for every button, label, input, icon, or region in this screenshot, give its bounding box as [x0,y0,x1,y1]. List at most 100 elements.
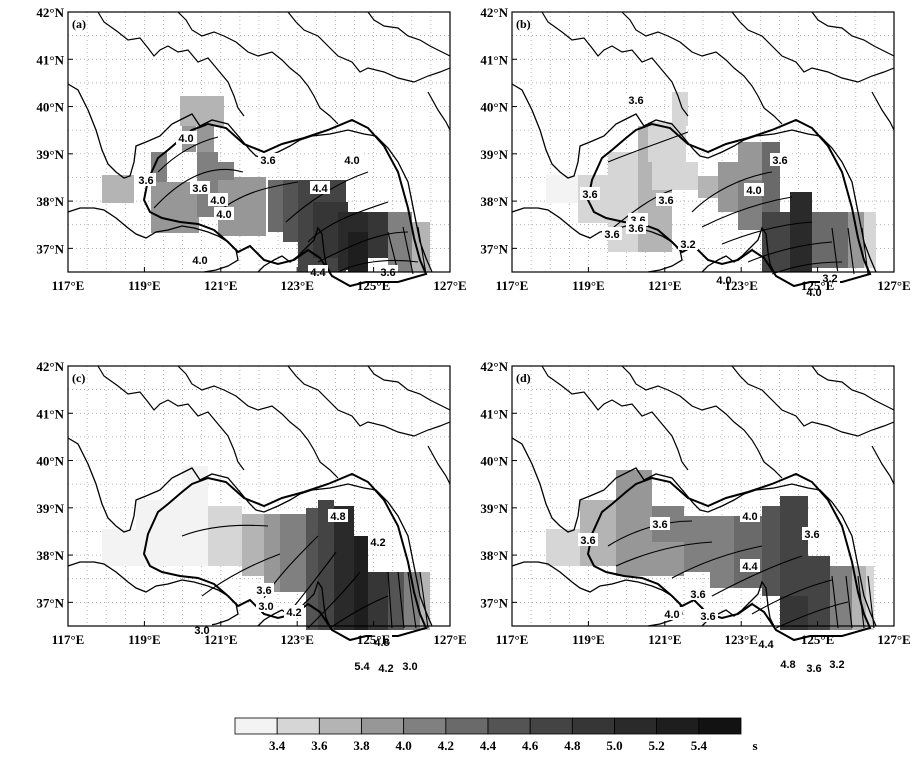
contour-label: 3.6 [254,583,274,597]
contour-label-text: 4.0 [742,511,757,523]
land-border [287,11,451,83]
contour-line [387,571,393,629]
y-tick-label: 38°N [480,548,508,563]
contour-label: 3.6 [626,93,646,107]
contour-label-bg [368,535,388,548]
contour-label-text: 4.0 [746,185,761,197]
panel-label: (a) [72,17,86,31]
contour-label-text: 3.2 [829,659,844,671]
contour-line [607,131,689,163]
wave-period-cell [280,514,306,592]
coastline-path [67,437,433,627]
land-border [621,365,783,479]
y-tick-label: 42°N [36,359,64,374]
wave-period-cell [864,212,876,268]
colorbar-swatch [445,717,489,735]
contour-line [307,201,389,243]
contour-line [329,595,389,629]
contour-label-bg [342,153,362,166]
contour-label-text: 4.2 [370,537,385,549]
contour-label: 3.6 [650,517,670,531]
wave-period-cell [388,212,412,272]
contour-label-text: 3.6 [380,267,395,279]
contour-line [157,136,219,173]
contour-label-text: 4.4 [758,639,774,651]
contour-label-text: 4.0 [664,609,679,621]
land-border [177,11,339,125]
contour-label-bg [802,527,822,540]
contour-line [201,553,281,597]
wave-period-cell [738,142,762,180]
contour-line [307,571,361,629]
contour-line [181,524,269,537]
coastline [511,11,895,288]
x-tick-label: 117°E [52,278,85,293]
y-tick-label: 37°N [480,241,508,256]
contour-label: 4.8 [778,657,798,671]
wave-period-cell [648,122,686,162]
contour-label-bg [214,207,234,220]
contour-label: 3.6 [258,153,278,167]
x-tick-label: 121°E [648,278,681,293]
x-tick-label: 117°E [496,278,529,293]
colorbar-swatch [403,717,447,735]
contour-label-bg [328,509,348,522]
colorbar-tick-label: 4.2 [438,738,454,753]
wave-period-cell [812,212,848,268]
contour-label-text: 4.0 [806,287,821,299]
x-tick-label: 125°E [357,278,390,293]
contour-label: 5.4 [352,659,372,673]
axis-ticks: 117°E 119°E 121°E 123°E 125°E 127°E 42°N 41°N 40… [480,5,910,293]
contour-label: 3.6 [802,527,822,541]
contour-label: 3.6 [688,587,708,601]
land-border [731,365,895,437]
colorbar-swatch [571,717,615,735]
contour-lines [181,524,429,629]
y-tick-label: 42°N [480,359,508,374]
contour-line [701,196,793,228]
contour-label-text: 4.4 [742,561,758,573]
coastline-path [67,83,433,273]
contour-label: 3.6 [698,609,718,623]
domain-boundary [586,472,872,642]
wave-period-cell [268,180,283,232]
contour-label-bg [770,153,790,166]
y-tick-label: 37°N [480,595,508,610]
x-tick-label: 117°E [496,632,529,647]
contour-label: 4.4 [740,559,760,573]
land-border [731,11,895,83]
contour-line [845,575,853,629]
wave-period-cell [306,508,318,630]
contour-label-bg [136,173,156,186]
contour-label: 3.6 [626,221,646,235]
wave-period-cell [672,92,688,126]
contour-label-bg [698,609,718,622]
contour-label-text: 4.0 [178,133,193,145]
x-tick-label: 123°E [281,278,314,293]
contour-label: 3.2 [827,657,847,671]
coastline [67,11,451,288]
coastline-path [67,207,239,273]
contour-label-text: 3.6 [690,589,705,601]
land-border [177,365,339,479]
contour-label-text: 3.6 [604,229,619,241]
contour-label-text: 3.6 [260,155,275,167]
contour-label-bg [310,181,330,194]
contour-label-bg [804,661,824,674]
x-tick-label: 127°E [433,632,466,647]
contour-label-text: 3.6 [628,223,643,235]
colorbar-swatch [234,717,278,735]
contour-line [747,241,833,263]
wave-period-cell [348,232,368,272]
wave-period-cell [208,506,242,566]
domain-boundary [142,472,428,642]
y-tick-label: 41°N [480,52,508,67]
shaded-cells [102,466,430,630]
land-border [427,91,451,131]
contour-line [317,231,409,263]
contour-label: 4.2 [368,535,388,549]
contour-label-text: 3.2 [680,239,695,251]
contour-line [397,571,405,629]
x-tick-label: 119°E [572,632,605,647]
